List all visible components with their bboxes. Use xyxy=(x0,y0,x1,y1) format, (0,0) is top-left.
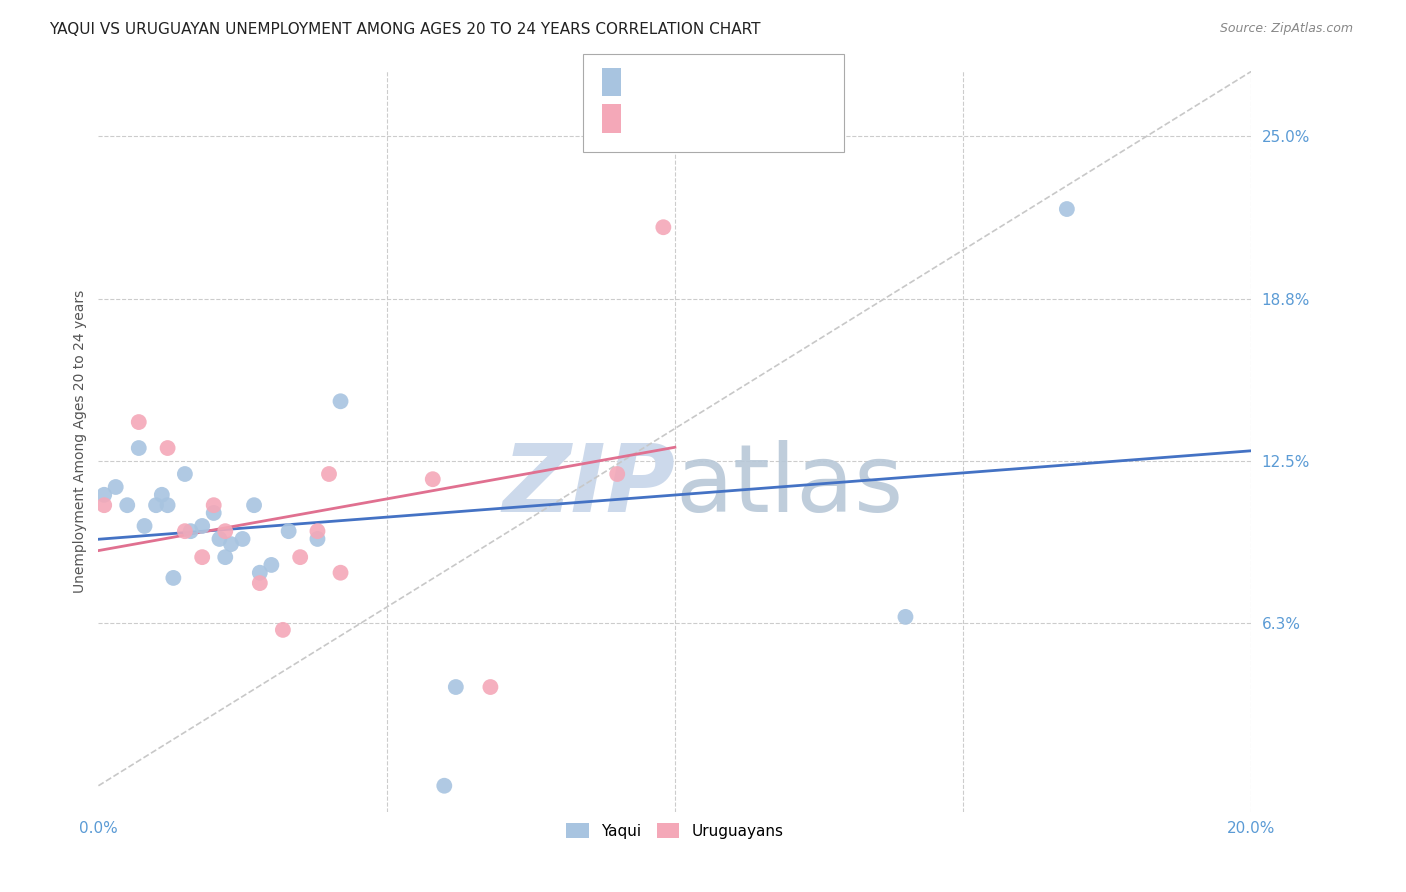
Point xyxy=(329,394,352,409)
Text: R =: R = xyxy=(630,75,664,89)
Point xyxy=(145,498,167,512)
Point xyxy=(156,441,179,455)
Point xyxy=(231,532,254,546)
Point xyxy=(329,566,352,580)
Point xyxy=(277,524,299,538)
Point xyxy=(174,467,197,481)
Point xyxy=(162,571,184,585)
Text: ZIP: ZIP xyxy=(502,440,675,532)
Text: Source: ZipAtlas.com: Source: ZipAtlas.com xyxy=(1219,22,1353,36)
Point xyxy=(219,537,242,551)
Point xyxy=(156,498,179,512)
Point xyxy=(208,532,231,546)
Text: atlas: atlas xyxy=(675,440,903,532)
Point xyxy=(652,220,675,235)
Text: -0.227: -0.227 xyxy=(655,75,710,89)
Point xyxy=(249,576,271,591)
Point xyxy=(128,415,150,429)
Y-axis label: Unemployment Among Ages 20 to 24 years: Unemployment Among Ages 20 to 24 years xyxy=(73,290,87,593)
Point xyxy=(422,472,444,486)
Point xyxy=(191,550,214,565)
Point xyxy=(180,524,202,538)
Point xyxy=(271,623,294,637)
Text: N =: N = xyxy=(717,112,761,126)
Point xyxy=(104,480,127,494)
Point xyxy=(249,566,271,580)
Text: N =: N = xyxy=(717,75,761,89)
Point xyxy=(318,467,340,481)
Legend: Yaqui, Uruguayans: Yaqui, Uruguayans xyxy=(560,816,790,845)
Point xyxy=(150,488,173,502)
Point xyxy=(307,524,329,538)
Point xyxy=(243,498,266,512)
Text: 17: 17 xyxy=(751,112,772,126)
Text: YAQUI VS URUGUAYAN UNEMPLOYMENT AMONG AGES 20 TO 24 YEARS CORRELATION CHART: YAQUI VS URUGUAYAN UNEMPLOYMENT AMONG AG… xyxy=(49,22,761,37)
Point xyxy=(1056,202,1078,216)
Text: R =: R = xyxy=(630,112,664,126)
Point xyxy=(202,498,225,512)
Point xyxy=(134,519,156,533)
Point xyxy=(606,467,628,481)
Point xyxy=(444,680,467,694)
Point xyxy=(260,558,283,572)
Point xyxy=(191,519,214,533)
Point xyxy=(479,680,502,694)
Point xyxy=(290,550,312,565)
Point xyxy=(128,441,150,455)
Text: 27: 27 xyxy=(751,75,772,89)
Point xyxy=(307,532,329,546)
Point xyxy=(174,524,197,538)
Point xyxy=(214,524,236,538)
Point xyxy=(894,610,917,624)
Text: 0.551: 0.551 xyxy=(655,112,703,126)
Point xyxy=(93,488,115,502)
Point xyxy=(117,498,139,512)
Point xyxy=(214,550,236,565)
Point xyxy=(433,779,456,793)
Point xyxy=(93,498,115,512)
Point xyxy=(202,506,225,520)
